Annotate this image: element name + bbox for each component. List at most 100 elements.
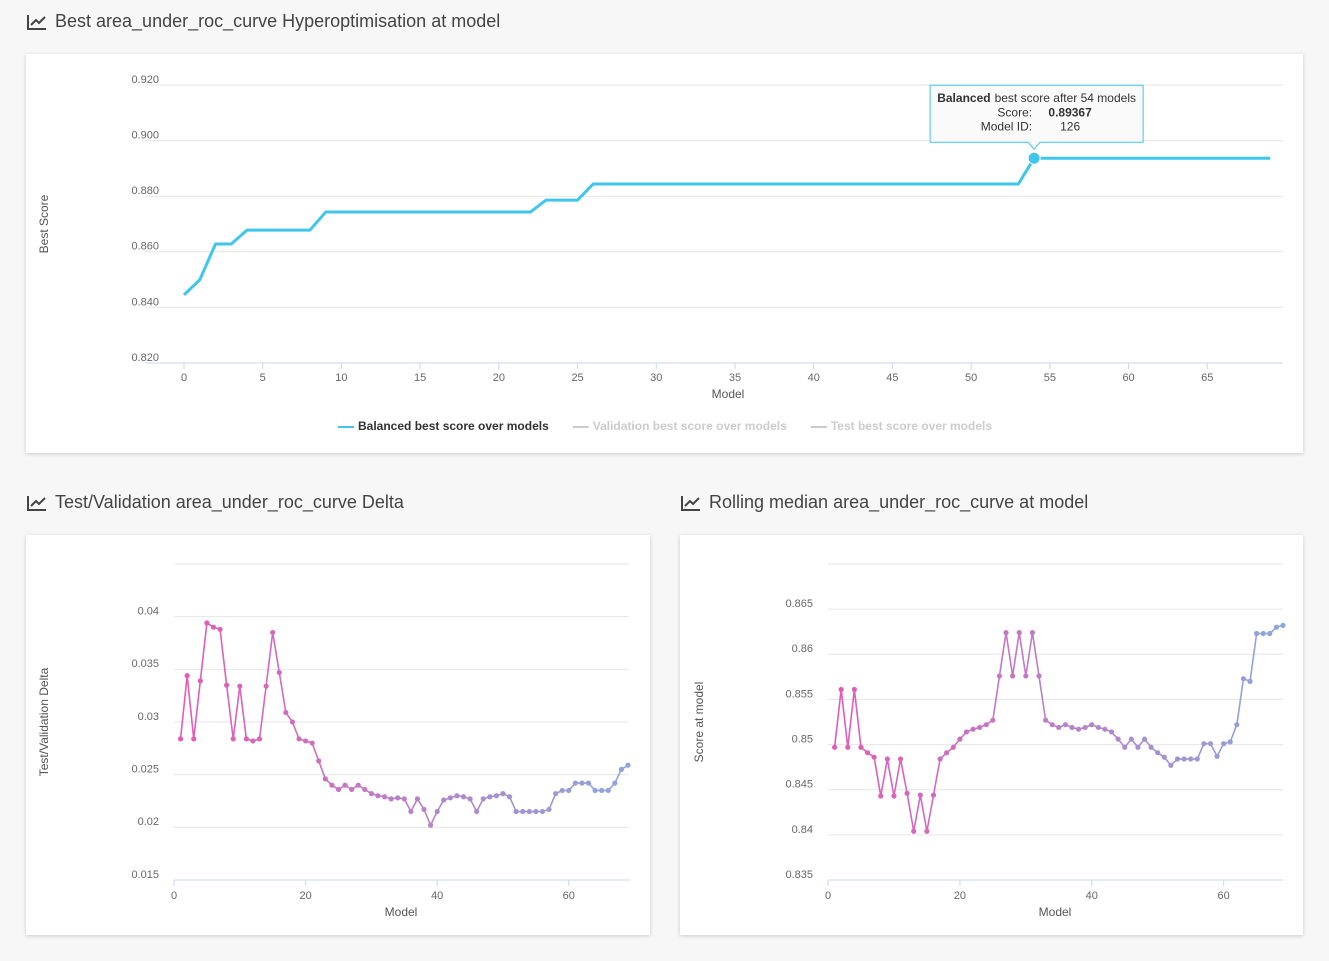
chart-icon [27,495,46,511]
data-point [1221,741,1227,747]
data-point [480,796,486,802]
data-point [506,794,513,800]
y-tick-label: 0.920 [131,74,159,86]
data-point [224,682,230,688]
data-point [851,686,857,693]
data-point [1181,756,1187,762]
legend-label: Balanced best score over models [358,419,549,433]
x-tick-label: 0 [181,372,187,384]
data-point [1056,724,1062,731]
data-point [1049,722,1055,728]
data-point [329,782,335,788]
data-point [1168,762,1174,768]
data-point [990,717,996,723]
data-point [230,736,236,742]
legend-label: Validation best score over models [593,419,787,433]
data-point [1043,717,1049,723]
chart-icon [27,14,46,30]
data-point [884,756,890,762]
data-point [237,683,243,689]
data-point [944,750,950,756]
chart-title: Best area_under_roc_curve Hyperoptimisat… [55,11,501,31]
data-point [871,754,877,760]
tooltip-bold: Balanced [937,91,990,105]
data-point [362,786,368,793]
x-tick-label: 50 [965,372,977,384]
x-tick-label: 45 [886,372,898,384]
tooltip: Balanced best score after 54 modelsScore:… [929,84,1144,150]
data-point [845,744,851,750]
x-axis-title: Model [712,387,745,401]
data-point [309,740,315,746]
data-point [447,795,453,801]
data-point [276,669,282,676]
data-point [539,808,546,815]
x-tick-label: 15 [414,372,426,384]
x-tick-label: 60 [563,890,575,902]
data-point [283,709,289,716]
data-point [388,796,394,802]
x-tick-label: 65 [1201,372,1213,384]
data-point [454,793,460,799]
data-point [937,756,943,762]
data-point [904,790,910,796]
data-point [441,797,447,803]
legend-label: Test best score over models [831,419,993,433]
data-point [858,744,864,750]
data-point [1227,739,1233,745]
data-point [263,683,269,689]
data-point [256,736,263,742]
data-point [930,792,937,798]
data-point [625,762,631,768]
data-point [950,744,956,750]
data-point [977,724,983,731]
series-line [182,156,1271,296]
data-point [1075,726,1082,732]
data-point [1148,744,1154,750]
data-point [520,808,526,815]
x-tick-label: 60 [1122,372,1134,384]
chart: 0.835 0.84 0.845 0.85 0.855 0.86 0.865 0 20 40 60 M… [692,563,1286,919]
data-point [526,808,532,815]
data-point [917,792,923,798]
data-point [289,719,296,725]
data-point [572,780,578,786]
data-point [1122,744,1128,750]
x-tick-label: 40 [431,890,443,902]
data-point [434,808,440,815]
x-tick-label: 20 [493,372,505,384]
data-point [500,791,506,797]
data-point [618,766,625,772]
data-point [296,736,302,742]
data-point [1201,741,1207,747]
data-point [579,780,585,786]
data-point [302,738,309,744]
data-point [1188,756,1194,762]
data-point [831,744,838,750]
data-point [381,794,388,800]
data-point [243,736,249,742]
x-tick-label: 35 [729,372,741,384]
x-tick-label: 10 [335,372,347,384]
chart-icon [681,495,700,511]
data-point [1273,624,1280,630]
data-point [1036,673,1042,679]
data-point [408,808,414,815]
y-tick-label: 0.865 [785,598,813,610]
data-point [891,793,897,799]
data-point [513,808,519,815]
tooltip-text: best score after 54 models [995,91,1136,105]
y-tick-label: 0.025 [131,764,159,776]
data-point [1161,754,1167,760]
data-point [1062,722,1068,728]
data-point [599,787,605,794]
y-tick-label: 0.035 [131,658,159,670]
data-point [421,806,427,813]
section-heading: Best area_under_roc_curve Hyperoptimisat… [27,11,500,32]
chart: 0.015 0.02 0.025 0.03 0.035 0.04 0 20 40 60 Model T… [37,563,631,919]
data-point [566,787,572,794]
x-axis-title: Model [1039,905,1072,919]
data-point [533,808,539,815]
data-point [460,794,467,800]
data-point [474,808,480,815]
